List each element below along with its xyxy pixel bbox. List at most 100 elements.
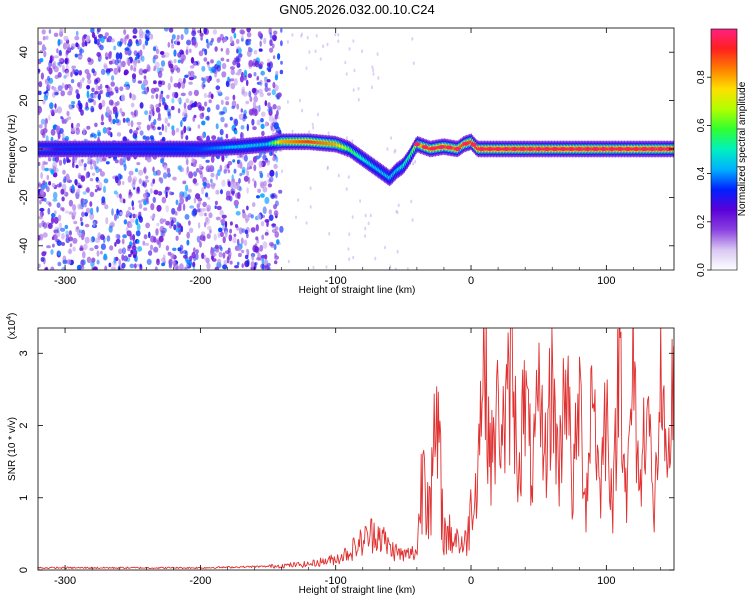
spectrogram-noise-cell	[82, 77, 85, 81]
spectrogram-noise-cell	[273, 210, 279, 217]
spectrogram-noise-cell	[133, 254, 137, 259]
spectrogram-noise-cell	[259, 79, 263, 87]
spectrogram-noise-cell	[246, 40, 251, 46]
spectrogram-heatmap	[38, 28, 674, 270]
spectrogram-noise-cell	[212, 29, 218, 35]
spectrogram-noise-cell	[210, 178, 213, 184]
spectrogram-noise-cell	[154, 266, 158, 270]
spectrogram-noise-cell	[136, 239, 140, 244]
spectrogram-noise-cell	[224, 220, 228, 228]
spectrogram-noise-cell	[191, 210, 196, 217]
spectrogram-noise-cell	[71, 101, 76, 105]
spectrogram-noise-cell	[246, 31, 252, 38]
spectrogram-noise-cell	[123, 255, 128, 262]
spectrogram-noise-cell	[76, 188, 81, 194]
spectrogram-noise-cell	[68, 199, 73, 207]
ridge-peak	[568, 147, 575, 151]
ridge-peak	[494, 147, 502, 151]
spectrogram-noise-cell	[110, 266, 117, 270]
spectrogram-noise-cell	[50, 109, 55, 114]
spectrogram-noise-cell	[146, 156, 152, 163]
spectrogram-noise-cell	[188, 227, 194, 233]
spectrogram-noise-cell	[130, 120, 134, 128]
spectrogram-noise-cell	[249, 165, 252, 170]
spectrogram-noise-cell	[217, 232, 221, 239]
spectrogram-noise-cell	[124, 37, 127, 46]
colorbar-tick-label: 0.0	[696, 263, 707, 277]
spectrogram-noise-cell	[60, 188, 65, 195]
spectrogram-noise-cell	[211, 37, 214, 43]
ridge-peak	[616, 147, 624, 151]
ridge-peak	[446, 145, 453, 150]
spectrogram-noise-cell	[250, 214, 254, 219]
spectrogram-noise-cell	[217, 258, 222, 264]
spectrogram-noise-cell	[243, 69, 248, 78]
spectrogram-noise-cell	[39, 207, 45, 212]
spectrogram-noise-cell	[253, 49, 258, 55]
spectrogram-noise-cell	[198, 105, 203, 111]
spectrogram-noise-cell	[100, 234, 105, 241]
spectrogram-noise-cell	[237, 252, 242, 258]
spectrogram-noise-cell	[198, 170, 203, 175]
spectrogram-noise-cell	[197, 222, 201, 229]
ridge-peak	[600, 147, 607, 151]
spectrogram-noise-cell	[144, 242, 150, 246]
spectrogram-noise-cell	[214, 200, 218, 206]
spectrogram-noise-cell	[278, 189, 283, 194]
spectrogram-noise-cell	[153, 189, 159, 195]
spectrogram-noise-cell	[115, 111, 118, 119]
spectrogram-noise-cell	[121, 267, 125, 270]
spectrogram-noise-cell	[176, 67, 181, 73]
spectrogram-noise-cell	[166, 167, 171, 174]
ridge-peak	[478, 147, 485, 151]
spectrogram-noise-cell	[162, 254, 166, 261]
spectrogram-noise-cell	[274, 252, 277, 258]
spectrogram-noise-cell	[81, 41, 86, 48]
spectrogram-noise-cell	[152, 46, 157, 52]
spectrogram-noise-cell	[94, 245, 99, 250]
spectrogram-noise-cell	[195, 249, 199, 254]
spectrogram-noise-cell	[89, 247, 94, 251]
spectrogram-noise-cell	[41, 163, 45, 171]
spectrogram-noise-cell	[80, 265, 85, 270]
spectrogram-noise-cell	[260, 118, 264, 123]
spectrogram-noise-cell	[215, 123, 219, 130]
spectrogram-noise-cell	[122, 117, 126, 123]
spectrogram-noise-cell	[264, 254, 268, 260]
spectrogram-noise-cell	[52, 198, 58, 202]
spectrogram-noise-cell	[72, 104, 75, 109]
spectrogram-noise-cell	[230, 66, 235, 70]
spectrogram-noise-cell	[230, 69, 235, 76]
spectrogram-noise-cell	[240, 125, 245, 130]
spectrogram-noise-cell	[220, 99, 224, 106]
spectrogram-noise-cell	[267, 183, 272, 188]
spectrogram-noise-cell	[95, 84, 99, 92]
spectrogram-noise-cell	[273, 163, 278, 170]
spectrogram-noise-cell	[175, 235, 179, 241]
spectrogram-noise-cell	[202, 201, 207, 208]
spectrogram-noise-cell	[91, 108, 95, 112]
spectrogram-noise-cell	[192, 178, 197, 184]
spectrogram-noise-cell	[198, 164, 203, 169]
spectrogram-noise-cell	[264, 86, 269, 93]
spectrogram-noise-cell	[66, 46, 71, 52]
spectrogram-noise-cell	[256, 195, 260, 199]
spectrogram-noise-cell	[206, 61, 210, 65]
spectrogram-noise-cell	[38, 234, 41, 241]
spectrogram-noise-cell	[212, 252, 217, 257]
spectrogram-noise-cell	[214, 205, 217, 209]
ridge-peak	[470, 142, 477, 147]
spectrogram-noise-cell	[56, 106, 63, 114]
spectrogram-noise-cell	[129, 263, 135, 269]
spectrogram-noise-cell	[75, 127, 80, 135]
spectrogram-noise-cell	[134, 263, 137, 269]
spectrogram-noise-cell	[116, 110, 119, 117]
spectrogram-noise-cell	[58, 222, 63, 230]
spectrogram-noise-cell	[130, 64, 134, 71]
spectrogram-noise-cell	[246, 232, 249, 239]
spectrogram-noise-cell	[160, 257, 166, 263]
spectrogram-noise-cell	[106, 38, 109, 43]
spectrogram-noise-cell	[56, 202, 61, 208]
spectrogram-noise-cell	[256, 77, 259, 81]
spectrogram-noise-cell	[154, 87, 160, 92]
